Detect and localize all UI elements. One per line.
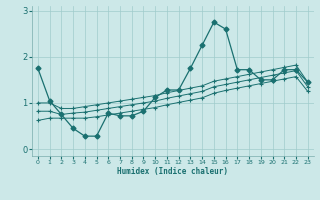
X-axis label: Humidex (Indice chaleur): Humidex (Indice chaleur) bbox=[117, 167, 228, 176]
